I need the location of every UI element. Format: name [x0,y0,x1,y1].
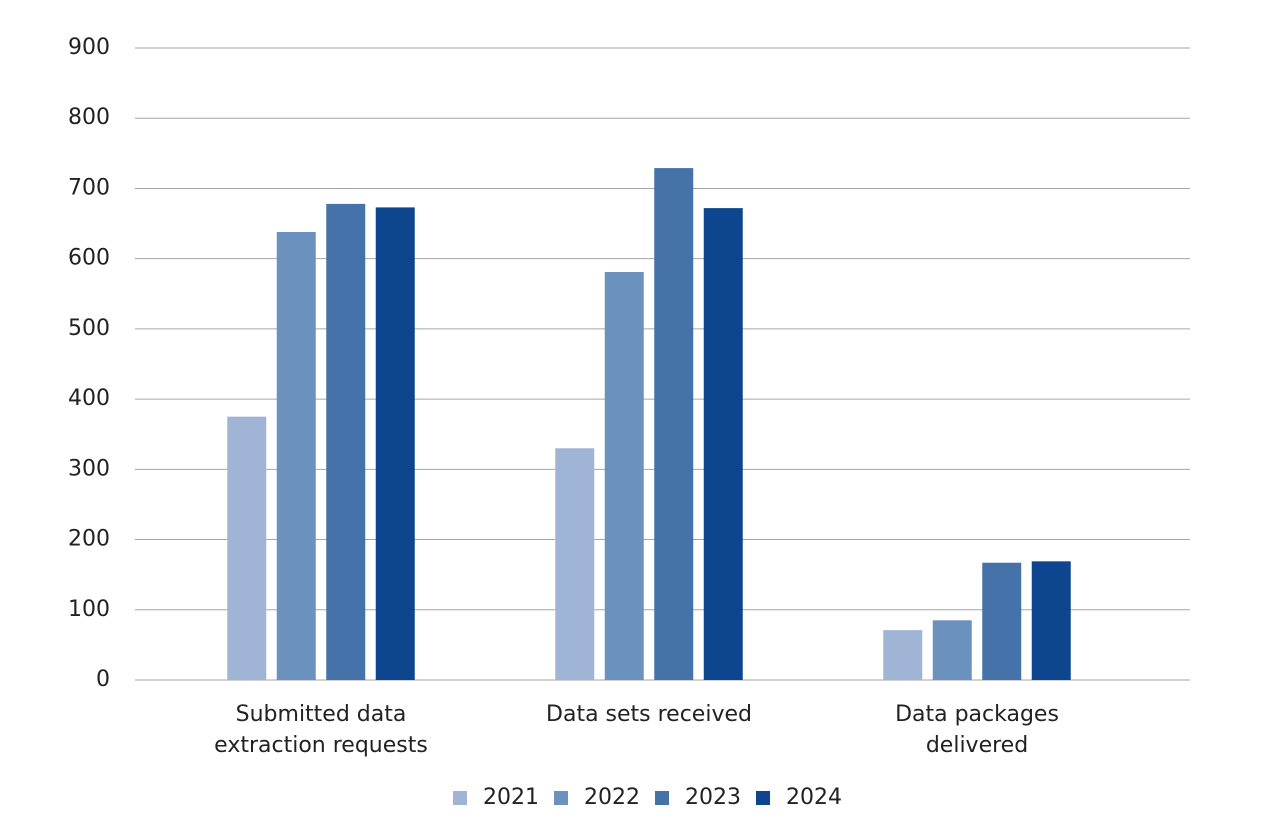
x-tick-label: Submitted data extraction requests [214,702,428,758]
x-tick-label: Data sets received [546,702,752,727]
y-tick-label: 800 [68,105,110,130]
y-tick-label: 200 [68,527,110,552]
y-tick-label: 300 [68,456,110,481]
y-tick-label: 700 [68,175,110,200]
bar [604,272,644,680]
bar [703,208,743,680]
bar [375,207,415,680]
bar [982,562,1022,680]
bar [1031,561,1071,680]
bar [326,203,366,681]
bar [883,630,923,680]
legend-swatch [554,791,568,805]
legend-label: 2021 [483,785,539,810]
y-tick-label: 100 [68,597,110,622]
x-tick-label: Data packages delivered [895,702,1059,758]
legend-swatch [453,791,467,805]
y-tick-label: 600 [68,246,110,271]
y-tick-label: 900 [68,35,110,60]
bar [654,168,694,680]
legend-label: 2023 [685,785,741,810]
legend-swatch [655,791,669,805]
bar [227,416,267,680]
legend-label: 2024 [786,785,842,810]
y-tick-label: 0 [96,667,110,692]
bar [555,448,595,680]
bar [932,620,972,680]
bar [276,231,316,680]
y-tick-label: 500 [68,316,110,341]
legend-swatch [756,791,770,805]
legend-label: 2022 [584,785,640,810]
y-tick-label: 400 [68,386,110,411]
